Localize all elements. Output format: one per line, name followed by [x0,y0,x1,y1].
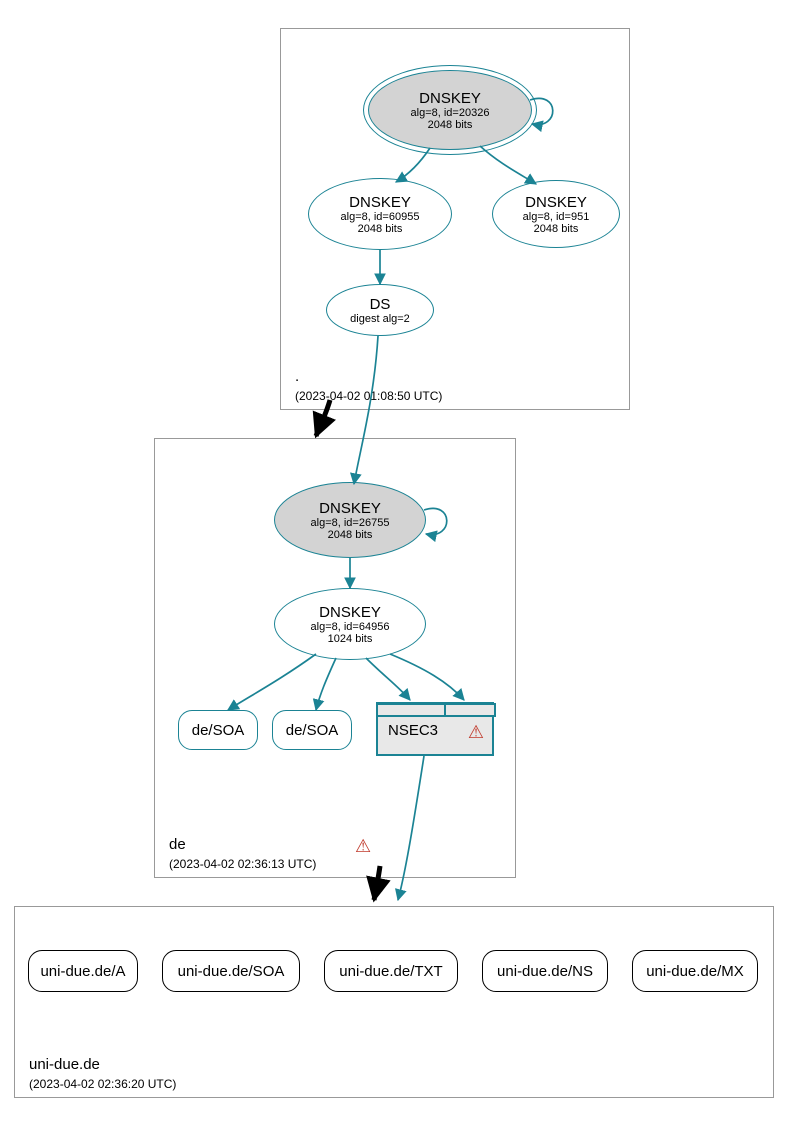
zone-root-label: . [295,368,299,385]
node-sub2: 2048 bits [309,223,451,235]
nsec3-tab-l [376,703,446,717]
de-soa-2: de/SOA [272,710,352,750]
ds-root: DS digest alg=2 [326,284,434,336]
node-sub1: alg=8, id=951 [493,211,619,223]
rr-soa: uni-due.de/SOA [162,950,300,992]
node-sub1: alg=8, id=60955 [309,211,451,223]
de-soa-1: de/SOA [178,710,258,750]
node-label: uni-due.de/MX [646,963,744,980]
zone-unidue: uni-due.de (2023-04-02 02:36:20 UTC) [14,906,774,1098]
dnskey-root-3: DNSKEY alg=8, id=951 2048 bits [492,180,620,248]
node-sub1: alg=8, id=26755 [275,517,425,529]
node-sub1: alg=8, id=20326 [369,107,531,119]
node-label: uni-due.de/NS [497,963,593,980]
dnskey-root-zsk: DNSKEY alg=8, id=60955 2048 bits [308,178,452,250]
node-sub2: 2048 bits [369,119,531,131]
node-label: uni-due.de/A [40,963,125,980]
node-sub1: digest alg=2 [327,313,433,325]
node-sub2: 2048 bits [275,529,425,541]
rr-ns: uni-due.de/NS [482,950,608,992]
node-title: DNSKEY [493,194,619,211]
dnskey-root-ksk: DNSKEY alg=8, id=20326 2048 bits [368,70,532,150]
node-title: DNSKEY [309,194,451,211]
nsec3-tab-r [444,703,496,717]
rr-txt: uni-due.de/TXT [324,950,458,992]
node-label: NSEC3 [388,722,438,739]
node-sub2: 1024 bits [275,633,425,645]
warning-icon: ⚠ [468,722,484,743]
node-label: uni-due.de/SOA [178,963,285,980]
rr-a: uni-due.de/A [28,950,138,992]
zone-de-ts: (2023-04-02 02:36:13 UTC) [169,857,316,871]
zone-root-ts: (2023-04-02 01:08:50 UTC) [295,389,442,403]
node-label: de/SOA [286,722,339,739]
node-title: DNSKEY [275,604,425,621]
zone-unidue-label: uni-due.de [29,1056,100,1073]
node-title: DS [327,296,433,313]
node-label: de/SOA [192,722,245,739]
rr-mx: uni-due.de/MX [632,950,758,992]
node-title: DNSKEY [275,500,425,517]
node-sub2: 2048 bits [493,223,619,235]
warning-icon: ⚠ [355,836,371,857]
nsec3-node: NSEC3 ⚠ [376,702,494,756]
node-label: uni-due.de/TXT [339,963,442,980]
zone-unidue-ts: (2023-04-02 02:36:20 UTC) [29,1077,176,1091]
node-title: DNSKEY [369,90,531,107]
dnskey-de-zsk: DNSKEY alg=8, id=64956 1024 bits [274,588,426,660]
zone-de-label: de [169,836,186,853]
dnskey-de-ksk: DNSKEY alg=8, id=26755 2048 bits [274,482,426,558]
node-sub1: alg=8, id=64956 [275,621,425,633]
